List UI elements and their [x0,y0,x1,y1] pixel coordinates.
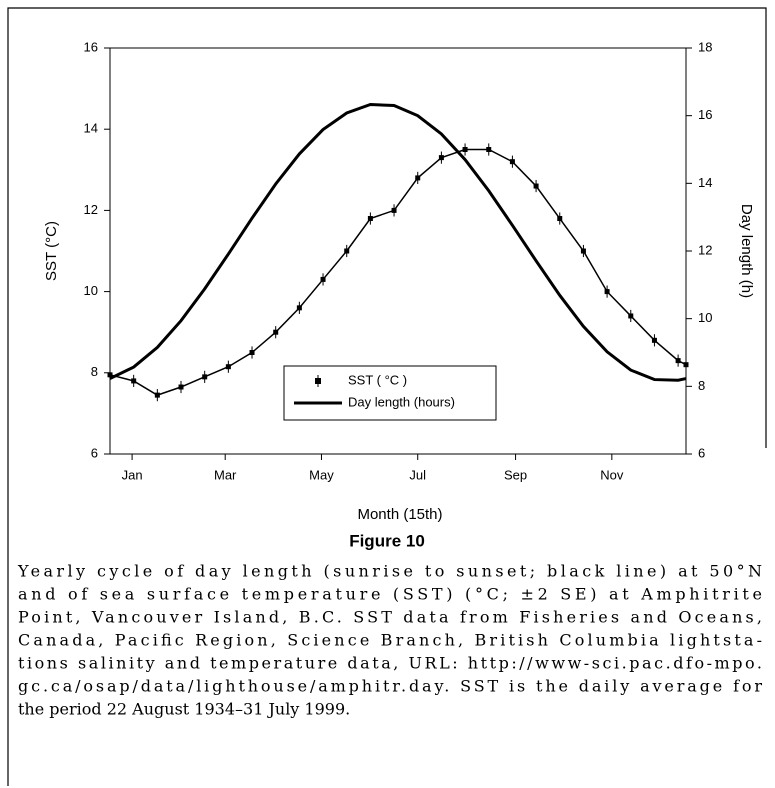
y2-axis-title: Day length (h) [738,204,755,298]
sst-marker [509,159,515,165]
figure-label: Figure 10 [349,531,425,550]
y2-tick-label: 16 [698,107,712,122]
sst-marker [391,207,397,213]
x-tick-label: May [309,467,334,482]
caption-line: the period 22 August 1934–31 July 1999. [18,700,350,719]
sst-marker [202,374,208,380]
caption-line: tions salinity and temperature data, URL… [18,654,762,673]
sst-marker [486,147,492,152]
sst-marker [320,276,326,282]
sst-marker [683,362,689,368]
y-tick-label: 10 [84,283,98,298]
y2-tick-label: 12 [698,242,712,257]
sst-marker [557,216,563,222]
y-tick-label: 16 [84,39,98,54]
x-tick-label: Jan [122,467,143,482]
sst-marker [131,378,137,384]
y2-tick-label: 18 [698,39,712,54]
y-tick-label: 6 [91,445,98,460]
x-axis-title: Month (15th) [357,506,442,523]
day-length-line [109,102,687,382]
x-tick-label: Sep [504,467,527,482]
legend-symbol [315,378,321,384]
caption-line: and of sea surface temperature (SST) (°C… [18,585,762,604]
x-tick-label: Nov [600,467,624,482]
sst-marker [296,305,302,311]
y2-tick-label: 8 [698,378,705,393]
legend-box [283,365,497,421]
y-axis-title: SST (°C) [43,221,60,281]
sst-marker [154,392,160,398]
x-tick-label: Mar [214,467,237,482]
y-tick-label: 14 [84,121,98,136]
sst-line [109,148,687,396]
y2-tick-label: 10 [698,310,712,325]
caption-line: Yearly cycle of day length (sunrise to s… [17,562,762,581]
y-tick-label: 8 [91,364,98,379]
y-tick-label: 12 [84,202,98,217]
caption-line: Point, Vancouver Island, B.C. SST data f… [18,608,762,627]
sst-marker [628,313,634,319]
sst-marker [107,372,113,378]
sst-marker [344,248,350,254]
sst-marker [462,147,468,152]
sst-marker [651,337,657,343]
caption-line: Canada, Pacific Region, Science Branch, … [18,631,762,650]
legend-label: Day length (hours) [348,394,455,409]
sst-marker [225,364,231,370]
sst-marker [675,358,681,364]
sst-marker [415,175,421,181]
sst-marker [438,155,444,161]
frame [7,7,767,786]
x-tick-label: Jul [409,467,426,482]
y2-tick-label: 6 [698,445,705,460]
sst-marker [249,350,255,355]
sst-marker [533,183,539,189]
sst-marker [273,329,279,335]
sst-marker [580,248,586,254]
legend-label: SST ( °C ) [348,372,407,387]
sst-marker [178,384,184,390]
sst-marker [367,216,373,222]
sst-marker [604,289,610,295]
caption-line: gc.ca/osap/data/lighthouse/amphitr.day. … [18,677,762,696]
y2-tick-label: 14 [698,175,712,190]
